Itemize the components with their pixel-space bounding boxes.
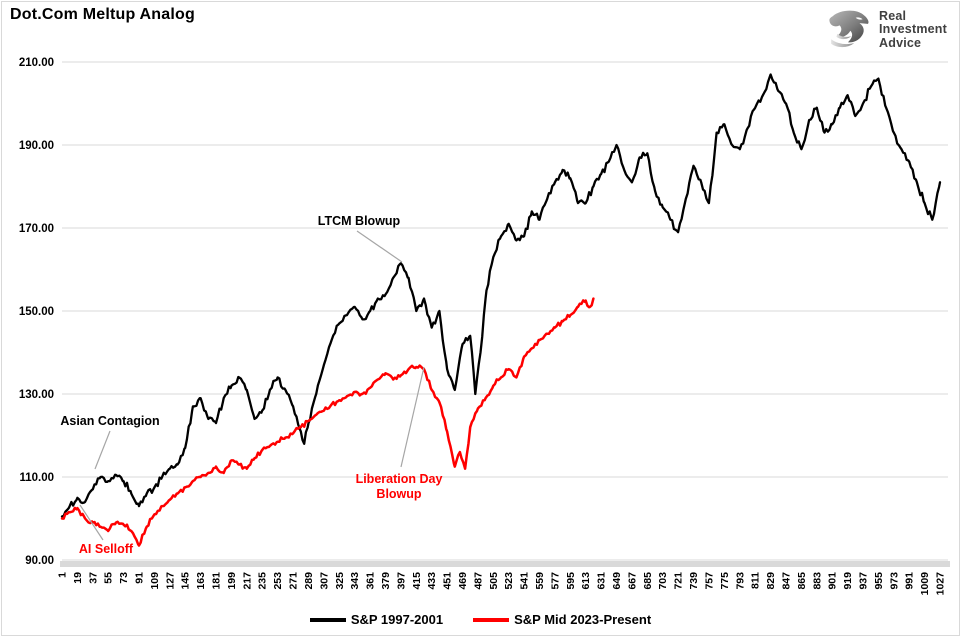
y-tick-label: 90.00 — [25, 555, 54, 567]
x-tick-label: 127 — [164, 572, 176, 590]
chart-legend: S&P 1997-2001 S&P Mid 2023-Present — [0, 612, 961, 627]
x-tick-label: 685 — [642, 572, 654, 590]
annotations: LTCM Blowup Asian Contagion AI Selloff Libe… — [60, 214, 442, 556]
x-tick-label: 991 — [904, 572, 916, 590]
x-tick-label: 289 — [303, 572, 315, 590]
x-tick-label: 559 — [534, 572, 546, 590]
x-tick-label: 775 — [719, 572, 731, 590]
y-tick-label: 130.00 — [19, 389, 54, 401]
x-tick-label: 757 — [703, 572, 715, 590]
x-tick-label: 109 — [149, 572, 161, 590]
annotation-leader-line — [400, 366, 425, 468]
brand-text: Real Investment Advice — [879, 8, 947, 51]
annotation-label: LTCM Blowup — [318, 214, 401, 228]
x-axis-labels: 1 19 37 55 73 91 109 127 145 163 181 199 217 235 253 27… — [57, 572, 947, 596]
x-tick-label: 847 — [780, 572, 792, 590]
x-tick-label: 811 — [750, 572, 762, 589]
x-tick-label: 361 — [365, 572, 377, 590]
x-tick-label: 955 — [873, 572, 885, 590]
x-tick-label: 235 — [257, 572, 269, 590]
x-tick-label: 397 — [395, 572, 407, 590]
series-sp-1997-2001 — [60, 73, 942, 518]
x-tick-label: 37 — [87, 572, 99, 584]
brand-line-3: Advice — [879, 35, 922, 50]
y-tick-label: 190.00 — [19, 140, 54, 152]
legend-swatch-black — [309, 617, 346, 622]
legend-label: S&P Mid 2023-Present — [514, 612, 652, 627]
legend-item-sp-1997-2001: S&P 1997-2001 — [309, 612, 444, 627]
x-tick-label: 379 — [380, 572, 392, 590]
annotation-leader-line — [79, 504, 104, 541]
x-tick-label: 91 — [134, 572, 146, 584]
page-title: Dot.Com Meltup Analog — [10, 6, 195, 23]
annotation-label: AI Selloff — [79, 542, 134, 556]
x-tick-label: 469 — [457, 572, 469, 590]
legend-swatch-red — [473, 617, 510, 622]
legend-label: S&P 1997-2001 — [350, 612, 444, 627]
x-tick-label: 343 — [349, 572, 361, 590]
annotation-label: Asian Contagion — [60, 414, 159, 428]
x-tick-label: 217 — [241, 572, 253, 590]
x-tick-label: 973 — [888, 572, 900, 590]
x-tick-label: 613 — [580, 572, 592, 590]
annotation-leader-line — [94, 430, 111, 470]
x-tick-label: 1009 — [919, 572, 931, 596]
x-tick-label: 631 — [596, 572, 608, 590]
eagle-icon — [829, 10, 869, 48]
annotation-label: Liberation Day Blowup — [356, 472, 443, 501]
x-tick-label: 523 — [503, 572, 515, 590]
x-tick-label: 73 — [118, 572, 130, 584]
y-tick-label: 150.00 — [19, 306, 54, 318]
x-tick-label: 649 — [611, 572, 623, 590]
x-tick-label: 199 — [226, 572, 238, 590]
x-tick-label: 739 — [688, 572, 700, 590]
x-tick-label: 415 — [411, 572, 423, 590]
x-tick-label: 163 — [195, 572, 207, 590]
x-tick-label: 937 — [857, 572, 869, 590]
x-tick-label: 703 — [657, 572, 669, 590]
x-tick-label: 487 — [472, 572, 484, 590]
x-tick-label: 1027 — [935, 572, 947, 596]
brand-line-1: Real — [879, 8, 907, 23]
legend-item-sp-mid-2023-present: S&P Mid 2023-Present — [473, 612, 651, 627]
y-axis-labels: 210.00 190.00 170.00 150.00 130.00 110.00 90.0… — [19, 57, 54, 567]
x-tick-label: 145 — [180, 572, 192, 590]
x-tick-label: 865 — [796, 572, 808, 590]
x-tick-label: 883 — [811, 572, 823, 590]
x-tick-label: 721 — [673, 572, 685, 590]
gridlines — [62, 61, 948, 561]
x-tick-label: 901 — [827, 572, 839, 590]
x-tick-label: 271 — [288, 572, 300, 590]
brand-line-2: Investment — [879, 22, 947, 37]
x-tick-label: 919 — [842, 572, 854, 590]
x-axis-bar — [60, 561, 950, 567]
x-tick-label: 577 — [549, 572, 561, 590]
y-tick-label: 210.00 — [19, 57, 54, 69]
x-tick-label: 19 — [72, 572, 84, 584]
x-tick-label: 433 — [426, 572, 438, 590]
x-tick-label: 505 — [488, 572, 500, 590]
x-tick-label: 307 — [318, 572, 330, 590]
x-tick-label: 451 — [442, 572, 454, 590]
x-tick-label: 55 — [103, 572, 115, 584]
x-tick-label: 325 — [334, 572, 346, 590]
brand-logo: Real Investment Advice — [825, 8, 947, 52]
y-tick-label: 170.00 — [19, 223, 54, 235]
axis-bar — [60, 561, 950, 567]
x-tick-label: 829 — [765, 572, 777, 590]
x-tick-label: 793 — [734, 572, 746, 590]
x-tick-label: 1 — [57, 572, 69, 578]
series-sp-mid-2023-present — [60, 297, 595, 547]
x-tick-label: 181 — [211, 572, 223, 590]
x-tick-label: 541 — [519, 572, 531, 590]
x-tick-label: 595 — [565, 572, 577, 590]
annotation-leader-line — [356, 230, 403, 263]
series-lines — [60, 73, 942, 547]
x-tick-label: 667 — [626, 572, 638, 590]
y-tick-label: 110.00 — [19, 472, 54, 484]
x-tick-label: 253 — [272, 572, 284, 590]
